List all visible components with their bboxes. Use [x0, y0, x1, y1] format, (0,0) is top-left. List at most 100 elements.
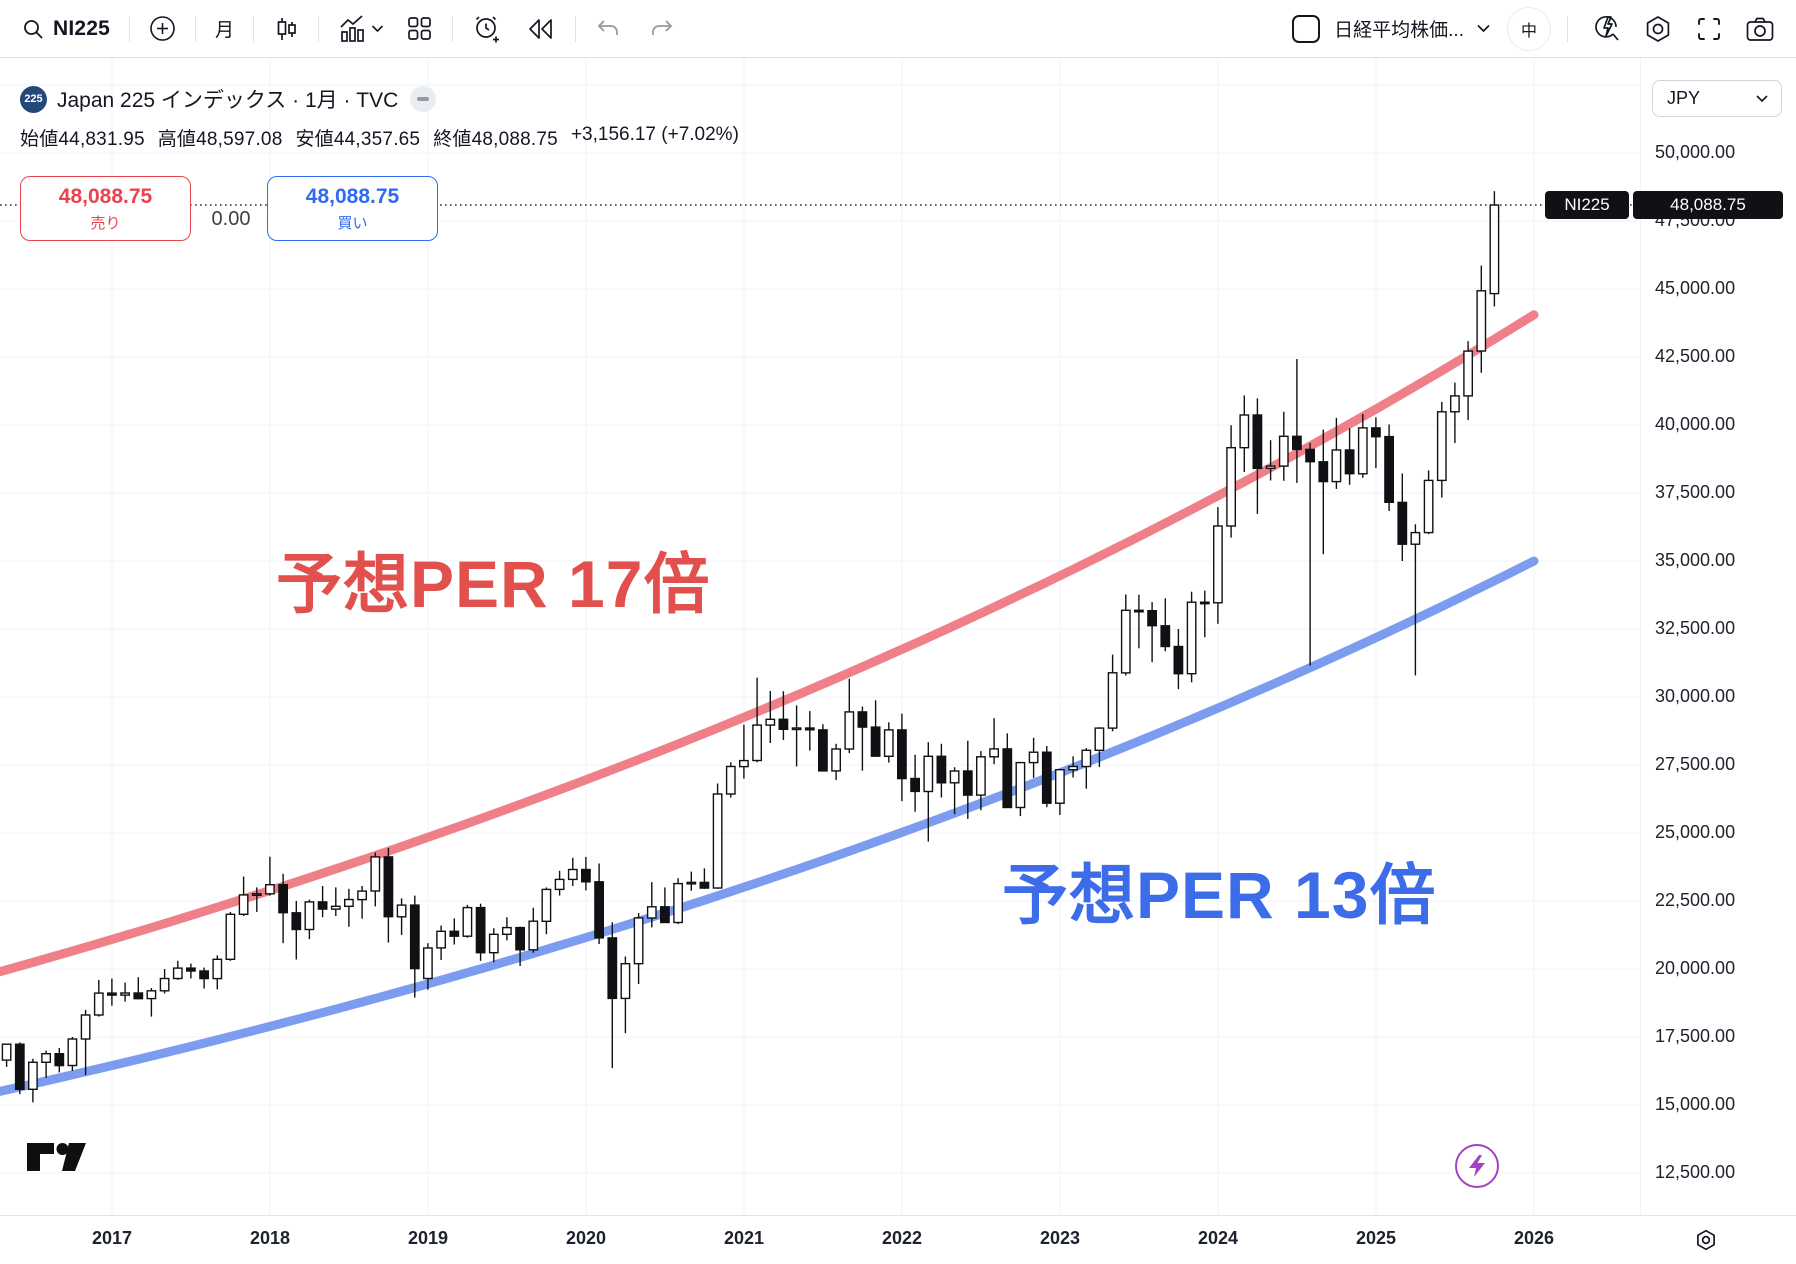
fullscreen-icon [1695, 15, 1723, 43]
year-tick-label[interactable]: 2022 [881, 1228, 923, 1248]
toolbar-divider [452, 15, 454, 42]
toolbar-divider [575, 15, 577, 42]
currency-select[interactable]: JPY [1652, 80, 1782, 117]
price-axis[interactable]: 50,000.00 47,500.00 45,000.00 42,500.00 40,0… [1640, 58, 1796, 1215]
last-price-symbol-badge: NI225 [1545, 191, 1629, 219]
price-tick-label: 40,000.00 [1655, 414, 1736, 434]
price-tick-label: 17,500.00 [1655, 1026, 1736, 1046]
snapshot-icon [1745, 15, 1775, 43]
toolbar-divider [129, 15, 131, 42]
lightning-icon [1469, 1155, 1485, 1177]
close-value: 48,088.75 [471, 129, 558, 150]
year-tick-label[interactable]: 2024 [1197, 1228, 1239, 1248]
toolbar-divider [195, 15, 197, 42]
quick-search-button[interactable] [1584, 10, 1628, 48]
chart-type-icon [273, 16, 299, 42]
low-label: 安値 [295, 129, 334, 150]
annotation-per13[interactable]: 予想PER 13倍 [1002, 858, 1437, 932]
chart-type-button[interactable] [266, 12, 306, 46]
indicators-icon [338, 14, 368, 43]
annotation-per17[interactable]: 予想PER 17倍 [276, 547, 711, 621]
year-tick-label[interactable]: 2025 [1355, 1228, 1397, 1248]
change-value: +3,156.17 (+7.02%) [570, 124, 739, 145]
open-value: 44,831.95 [58, 129, 145, 150]
year-tick-label[interactable]: 2019 [407, 1228, 449, 1248]
top-toolbar: NI225 月 [0, 0, 1796, 58]
symbol-name: NI225 [53, 16, 111, 40]
year-tick-label[interactable]: 2017 [91, 1228, 133, 1248]
indicators-button[interactable] [331, 11, 391, 47]
price-tick-label: 25,000.00 [1655, 822, 1736, 842]
compare-symbol-checkbox[interactable] [1292, 14, 1321, 43]
ohlc-values: 始値44,831.95 高値48,597.08 安値44,357.65 終値48… [20, 124, 739, 151]
snapshot-button[interactable] [1738, 11, 1782, 47]
sell-button[interactable]: 48,088.75 売り [20, 176, 191, 241]
price-tick-label: 35,000.00 [1655, 550, 1736, 570]
time-axis[interactable]: 2017 2018 2019 2020 2021 2022 2023 2024 2025 2026 [0, 1215, 1796, 1264]
spread-value: 0.00 [196, 206, 266, 233]
toolbar-divider [1567, 15, 1568, 42]
minus-icon [417, 97, 430, 101]
hide-indicator-button[interactable] [410, 86, 437, 112]
price-tick-label: 20,000.00 [1655, 958, 1736, 978]
settings-icon [1643, 14, 1673, 44]
redo-button[interactable] [642, 14, 682, 44]
interval-button[interactable]: 月 [215, 20, 235, 41]
chevron-down-icon[interactable] [1476, 20, 1491, 38]
year-tick-label[interactable]: 2020 [565, 1228, 607, 1248]
candlestick-plot [0, 58, 1640, 1215]
layout-grid-button[interactable] [399, 11, 440, 46]
year-tick-label[interactable]: 2023 [1039, 1228, 1081, 1248]
buy-label: 買い [337, 214, 368, 232]
year-tick-label[interactable]: 2026 [1513, 1228, 1555, 1248]
undo-button[interactable] [588, 14, 628, 44]
boost-lightning-button[interactable] [1455, 1144, 1499, 1188]
currency-value: JPY [1667, 88, 1701, 108]
year-tick-label[interactable]: 2018 [249, 1228, 291, 1248]
toolbar-right-icons [1584, 10, 1782, 48]
compare-symbol-label[interactable]: 日経平均株価... [1334, 20, 1464, 41]
add-symbol-button[interactable] [142, 11, 183, 46]
symbol-search-button[interactable]: NI225 [14, 13, 117, 45]
chart-title[interactable]: Japan 225 インデックス · 1月 · TVC [57, 89, 399, 112]
chart-legend: 225 Japan 225 インデックス · 1月 · TVC 始値44,831… [20, 84, 739, 151]
replay-button[interactable] [519, 13, 563, 45]
buy-button[interactable]: 48,088.75 買い [267, 176, 438, 241]
last-price-badge: 48,088.75 [1633, 191, 1783, 219]
chart-pane[interactable]: 予想PER 17倍 予想PER 13倍 225 Japan 225 インデックス… [0, 58, 1640, 1215]
font-size-button[interactable]: 中 [1507, 6, 1551, 51]
high-label: 高値 [157, 129, 197, 150]
replay-icon [526, 17, 556, 41]
price-tick-label: 27,500.00 [1655, 754, 1736, 774]
fullscreen-button[interactable] [1688, 11, 1730, 47]
price-tick-label: 42,500.00 [1655, 346, 1736, 366]
redo-icon [649, 18, 675, 40]
layout-grid-icon [406, 15, 433, 42]
buy-price: 48,088.75 [305, 184, 400, 208]
open-label: 始値 [20, 129, 59, 150]
low-value: 44,357.65 [333, 129, 421, 150]
price-tick-label: 22,500.00 [1655, 890, 1736, 910]
add-symbol-icon [149, 15, 176, 42]
chevron-down-icon [1756, 95, 1768, 103]
toolbar-divider [253, 15, 255, 42]
tradingview-logo[interactable] [26, 1142, 88, 1177]
price-tick-label: 32,500.00 [1655, 618, 1736, 638]
axis-settings-icon[interactable] [1692, 1226, 1720, 1259]
price-tick-label: 50,000.00 [1655, 142, 1736, 162]
quick-search-icon [1591, 14, 1621, 44]
chevron-down-icon[interactable] [371, 24, 384, 33]
high-value: 48,597.08 [196, 129, 283, 150]
price-tick-label: 45,000.00 [1655, 278, 1736, 298]
year-tick-label[interactable]: 2021 [723, 1228, 765, 1248]
alert-button[interactable] [465, 10, 509, 48]
symbol-logo-badge: 225 [20, 85, 47, 113]
search-icon [21, 17, 45, 41]
toolbar-divider [318, 15, 320, 42]
price-tick-label: 15,000.00 [1655, 1094, 1736, 1114]
price-tick-label: 30,000.00 [1655, 686, 1736, 706]
price-tick-label: 12,500.00 [1655, 1162, 1736, 1182]
price-tick-label: 37,500.00 [1655, 482, 1736, 502]
settings-button[interactable] [1636, 10, 1680, 48]
